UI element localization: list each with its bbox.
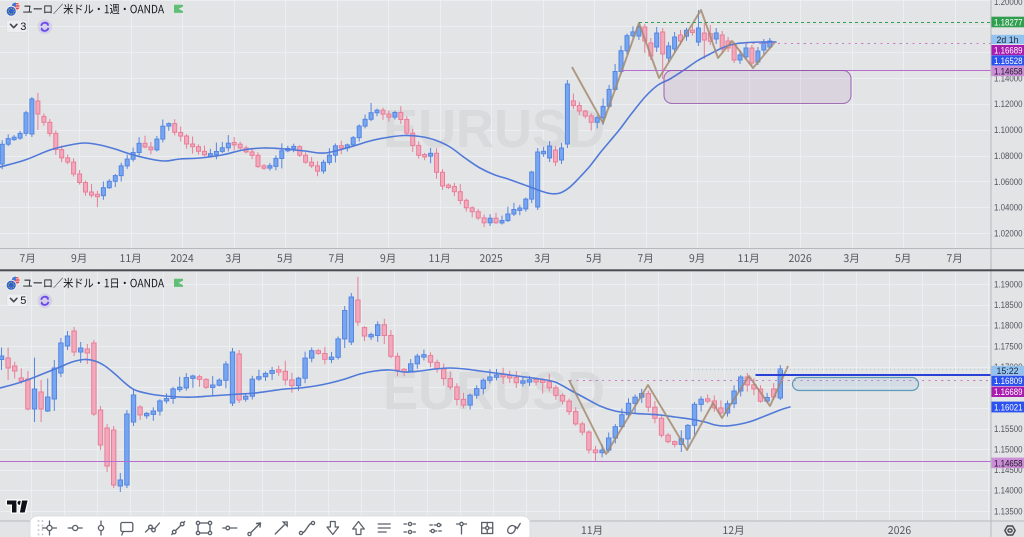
svg-text:1.15500: 1.15500 [994,424,1023,435]
svg-text:1.14658: 1.14658 [994,66,1023,77]
svg-text:1.08000: 1.08000 [994,151,1023,162]
svg-text:1.04000: 1.04000 [994,203,1023,214]
svg-text:1.14000: 1.14000 [994,73,1023,84]
svg-text:15:22: 15:22 [997,366,1019,377]
svg-text:1.16528: 1.16528 [994,56,1023,67]
svg-text:1.15000: 1.15000 [994,445,1023,456]
svg-text:1.19000: 1.19000 [994,280,1023,291]
svg-text:1.02000: 1.02000 [994,229,1023,240]
svg-text:1.14500: 1.14500 [994,465,1023,476]
svg-text:1.14000: 1.14000 [994,486,1023,497]
svg-text:1.12000: 1.12000 [994,99,1023,110]
svg-text:2d 1h: 2d 1h [997,35,1019,46]
svg-text:1.16021: 1.16021 [994,402,1023,413]
svg-text:1.18277: 1.18277 [994,17,1023,28]
svg-text:1.06000: 1.06000 [994,177,1023,188]
svg-text:1.16809: 1.16809 [994,376,1023,387]
svg-text:1.13500: 1.13500 [994,506,1023,517]
svg-text:3: 3 [20,21,26,33]
svg-text:5: 5 [20,295,26,307]
svg-text:1.20000: 1.20000 [994,0,1023,8]
svg-text:1.17500: 1.17500 [994,341,1023,352]
svg-text:1.16689: 1.16689 [994,46,1023,57]
svg-text:1.18000: 1.18000 [994,321,1023,332]
svg-text:1.14658: 1.14658 [994,458,1023,469]
svg-text:1.16689: 1.16689 [994,387,1023,398]
svg-text:1.10000: 1.10000 [994,125,1023,136]
svg-text:1.18500: 1.18500 [994,300,1023,311]
